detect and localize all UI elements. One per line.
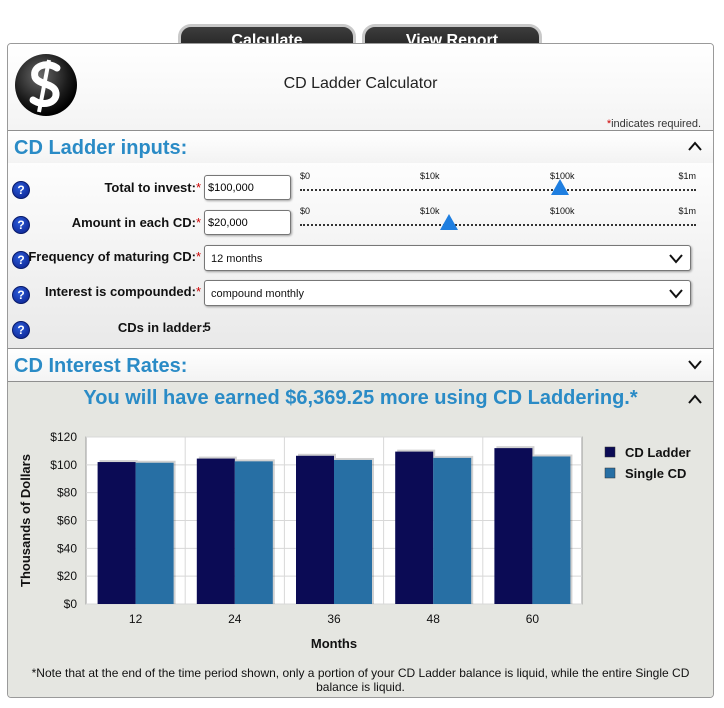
question-circle-icon[interactable]: ? xyxy=(12,321,30,339)
required-star: * xyxy=(195,249,201,264)
bar-single-cd xyxy=(234,461,273,604)
liquidity-note: *Note that at the end of the time period… xyxy=(31,666,690,694)
compounded-value: compound monthly xyxy=(211,288,304,300)
required-star: * xyxy=(195,284,201,299)
bar-cd-ladder xyxy=(296,455,334,604)
inputs-section-title: CD Ladder inputs: xyxy=(14,137,188,159)
required-note-text: indicates required. xyxy=(611,118,701,130)
y-tick-label: $40 xyxy=(57,541,77,555)
bar-single-cd xyxy=(433,457,472,604)
x-tick-label: 60 xyxy=(526,612,540,626)
tick-label: $0 xyxy=(300,171,311,181)
calculator-panel: CD Ladder Calculator *indicates required… xyxy=(7,43,714,698)
compounded-label: Interest is compounded:* xyxy=(45,284,201,299)
x-tick-label: 36 xyxy=(327,612,341,626)
total-input[interactable] xyxy=(204,175,291,200)
y-tick-label: $80 xyxy=(57,486,77,500)
required-star: * xyxy=(195,180,201,195)
results-headline: You will have earned $6,369.25 more usin… xyxy=(83,387,638,409)
compounded-label-text: Interest is compounded: xyxy=(44,284,196,299)
bar-cd-ladder xyxy=(97,462,136,604)
calculator-header: CD Ladder Calculator *indicates required… xyxy=(8,44,713,130)
bar-single-cd xyxy=(532,456,571,604)
legend-swatch xyxy=(604,467,616,479)
bar-cd-ladder xyxy=(395,451,434,604)
total-slider[interactable]: $0 $10k $100k $1m xyxy=(300,171,696,205)
slider-ticks: $0 $10k $100k $1m xyxy=(300,206,696,218)
bar-cd-ladder xyxy=(494,448,533,604)
chevron-down-icon xyxy=(669,289,683,299)
tick-label: $1m xyxy=(678,206,696,216)
required-star: * xyxy=(606,118,612,130)
rates-section-title: CD Interest Rates: xyxy=(14,355,188,377)
chevron-down-icon[interactable] xyxy=(687,358,703,370)
rates-section-header[interactable]: CD Interest Rates: xyxy=(8,348,713,381)
each-slider[interactable]: $0 $10k $100k $1m xyxy=(300,206,696,240)
inputs-section-header[interactable]: CD Ladder inputs: xyxy=(8,130,713,163)
x-tick-label: 24 xyxy=(228,612,242,626)
frequency-label-text: Frequency of maturing CD: xyxy=(28,249,196,264)
frequency-label: Frequency of maturing CD:* xyxy=(28,249,201,264)
x-tick-label: 48 xyxy=(427,612,441,626)
each-label-text: Amount in each CD: xyxy=(71,215,196,230)
question-circle-icon[interactable]: ? xyxy=(12,251,30,269)
question-circle-icon[interactable]: ? xyxy=(12,216,30,234)
y-tick-label: $120 xyxy=(50,430,77,444)
tick-label: $10k xyxy=(420,171,440,181)
tick-label: $10k xyxy=(420,206,440,216)
frequency-value: 12 months xyxy=(211,253,263,265)
y-tick-label: $20 xyxy=(57,569,77,583)
required-note: *indicates required. xyxy=(607,118,701,130)
slider-thumb[interactable] xyxy=(439,214,458,230)
slider-thumb[interactable] xyxy=(551,179,570,195)
chevron-down-icon xyxy=(669,254,683,264)
y-tick-label: $60 xyxy=(57,514,77,528)
bar-cd-ladder xyxy=(196,458,235,604)
legend-swatch xyxy=(604,446,616,458)
cds-label: CDs in ladder: xyxy=(117,320,206,335)
slider-ticks: $0 $10k $100k $1m xyxy=(300,171,696,183)
legend-label: CD Ladder xyxy=(625,445,691,460)
bar-single-cd xyxy=(334,459,372,604)
page-title: CD Ladder Calculator xyxy=(283,75,438,92)
inputs-section: ? Total to invest:* $0 $10k $100k $1m ? … xyxy=(8,163,713,348)
chevron-up-icon[interactable] xyxy=(687,393,703,405)
y-axis-label: Thousands of Dollars xyxy=(18,454,33,587)
slider-track[interactable] xyxy=(300,189,696,191)
compounded-select[interactable]: compound monthly xyxy=(204,280,691,306)
cd-ladder-chart: $0 $20 $40 $60 $80 $100 $120 12 24 36 48 60 Months Th… xyxy=(18,430,691,651)
x-axis-label: Months xyxy=(311,636,357,651)
slider-track[interactable] xyxy=(300,224,696,226)
question-circle-icon[interactable]: ? xyxy=(12,181,30,199)
cds-value: 5 xyxy=(204,320,211,334)
y-tick-label: $100 xyxy=(50,458,77,472)
question-circle-icon[interactable]: ? xyxy=(12,286,30,304)
bar-single-cd xyxy=(135,462,174,604)
tick-label: $100k xyxy=(550,171,575,181)
total-label: Total to invest:* xyxy=(104,180,201,195)
each-label: Amount in each CD:* xyxy=(72,215,201,230)
dollar-logo-icon xyxy=(15,54,77,116)
chevron-up-icon[interactable] xyxy=(687,140,703,152)
each-input[interactable] xyxy=(204,210,291,235)
legend-label: Single CD xyxy=(625,466,686,481)
x-tick-label: 12 xyxy=(129,612,143,626)
tick-label: $1m xyxy=(678,171,696,181)
tick-label: $100k xyxy=(550,206,575,216)
results-section: $0 $20 $40 $60 $80 $100 $120 12 24 36 48 60 Months Th… xyxy=(8,381,713,697)
total-label-text: Total to invest: xyxy=(104,180,196,195)
required-star: * xyxy=(195,215,201,230)
tick-label: $0 xyxy=(300,206,311,216)
frequency-select[interactable]: 12 months xyxy=(204,245,691,271)
y-tick-label: $0 xyxy=(64,597,78,611)
